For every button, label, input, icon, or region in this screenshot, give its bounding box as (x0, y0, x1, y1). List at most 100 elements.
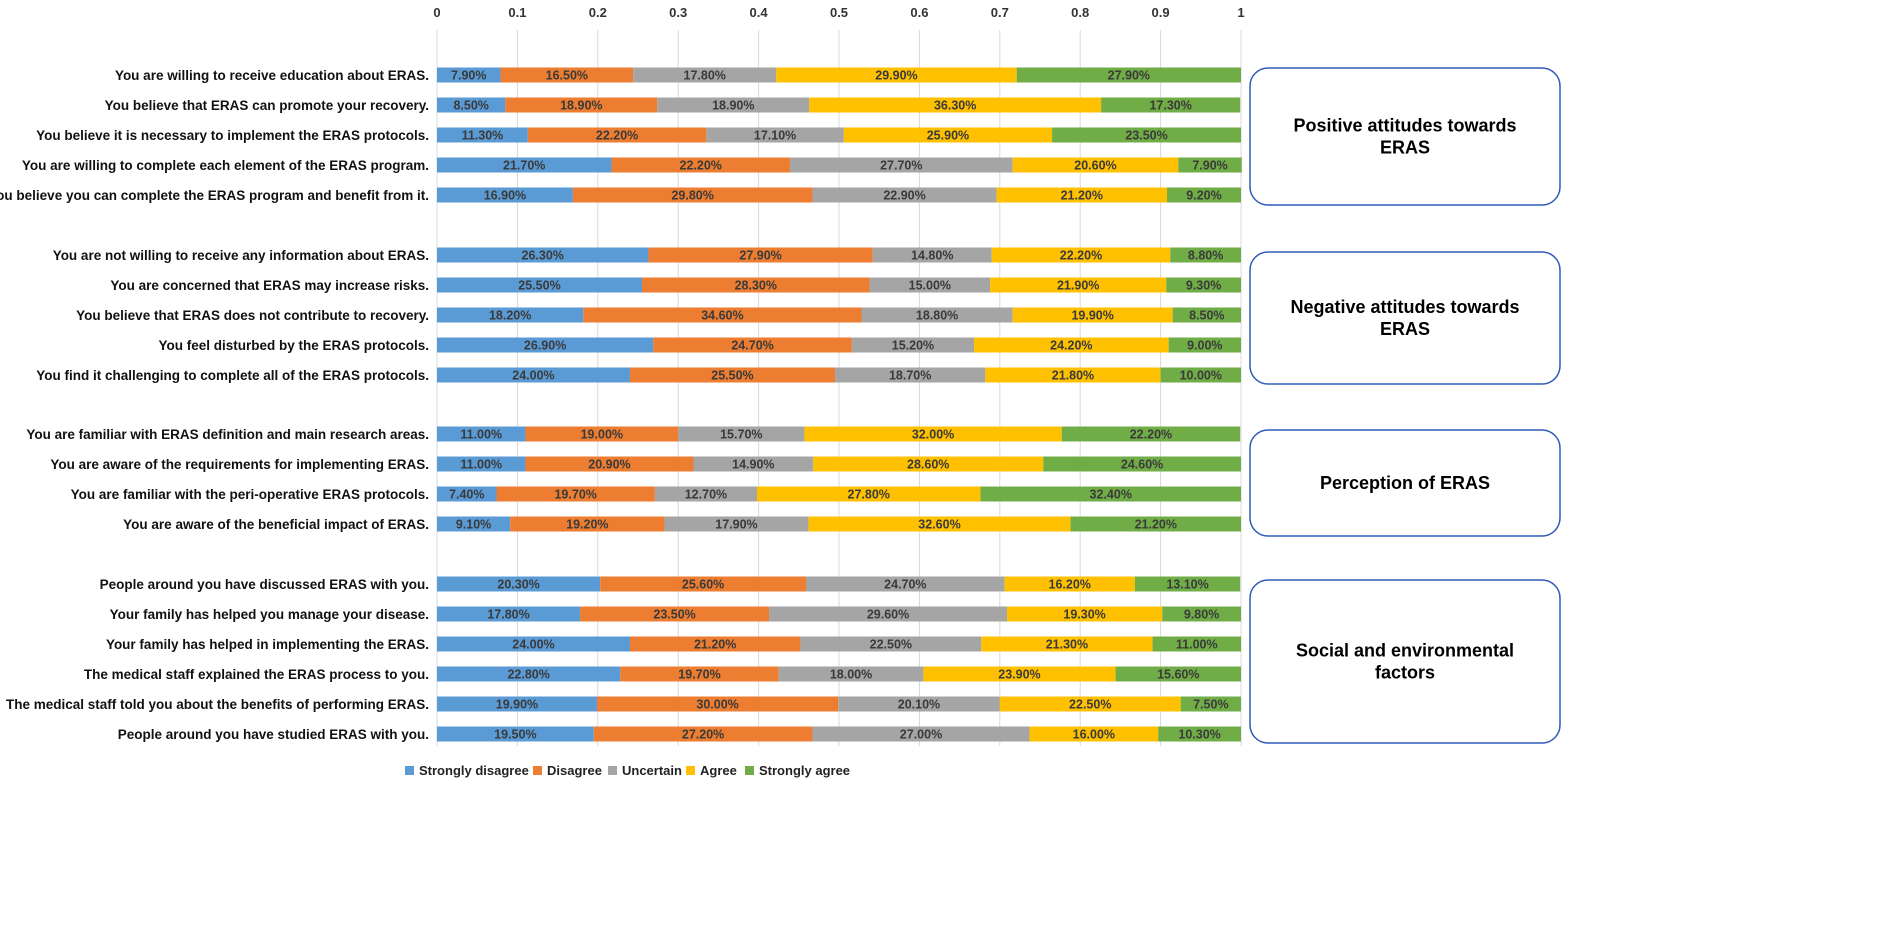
legend-label: Agree (700, 763, 737, 778)
data-label: 23.50% (653, 608, 695, 622)
bar-segment-agree (843, 127, 1053, 143)
bar-segment-strongly-agree (1168, 337, 1241, 353)
data-label: 36.30% (934, 99, 976, 113)
bar-segment-uncertain (789, 157, 1013, 173)
data-label: 15.70% (720, 428, 762, 442)
data-label: 11.30% (462, 129, 504, 143)
bar-segment-disagree (611, 157, 790, 173)
data-label: 8.50% (1189, 309, 1224, 323)
data-label: 20.10% (898, 698, 940, 712)
data-label: 9.00% (1187, 339, 1222, 353)
data-label: 34.60% (701, 309, 743, 323)
bar-segment-strongly-disagree (437, 127, 528, 143)
data-label: 21.20% (1061, 189, 1103, 203)
row-label: People around you have discussed ERAS wi… (100, 577, 429, 592)
data-label: 14.80% (911, 249, 953, 263)
data-label: 19.90% (496, 698, 538, 712)
bar-segment-strongly-agree (1152, 636, 1241, 652)
bar-segment-strongly-disagree (437, 97, 506, 113)
bar-segment-disagree (648, 247, 873, 263)
data-label: 22.20% (1060, 249, 1102, 263)
bar-segment-disagree (653, 337, 852, 353)
bar-segment-agree (776, 67, 1017, 83)
bar-segment-agree (985, 367, 1161, 383)
data-label: 22.20% (596, 129, 638, 143)
data-label: 27.80% (848, 488, 890, 502)
data-label: 18.90% (712, 99, 754, 113)
row-label: You are concerned that ERAS may increase… (110, 278, 429, 293)
data-label: 11.00% (1176, 638, 1218, 652)
group-box (1249, 429, 1561, 537)
bar-segment-disagree (525, 456, 694, 472)
legend-label: Disagree (547, 763, 602, 778)
legend-label: Strongly disagree (419, 763, 529, 778)
bar-segment-uncertain (812, 187, 997, 203)
bar-segment-strongly-disagree (437, 307, 584, 323)
legend-label: Uncertain (622, 763, 682, 778)
bar-segment-strongly-agree (1061, 426, 1241, 442)
data-label: 15.00% (909, 279, 951, 293)
bar-segment-disagree (629, 636, 801, 652)
bar-segment-agree (1004, 576, 1135, 592)
bar-segment-strongly-agree (1052, 127, 1241, 143)
group-title: Positive attitudes towards ERAS (1293, 116, 1516, 158)
row-label: The medical staff told you about the ben… (6, 697, 429, 712)
data-label: 15.60% (1157, 668, 1199, 682)
bar-segment-uncertain (706, 127, 844, 143)
data-label: 21.70% (503, 159, 545, 173)
data-label: 32.40% (1090, 488, 1132, 502)
data-label: 12.70% (685, 488, 727, 502)
bar-segment-uncertain (664, 516, 809, 532)
bar-segment-uncertain (872, 247, 992, 263)
bar-segment-strongly-disagree (437, 157, 612, 173)
group-box (1249, 67, 1561, 206)
bar-segment-uncertain (851, 337, 975, 353)
legend-swatch (745, 766, 754, 775)
bar-segment-strongly-disagree (437, 636, 630, 652)
data-label: 22.20% (680, 159, 722, 173)
data-label: 24.70% (731, 339, 773, 353)
data-label: 9.10% (456, 518, 491, 532)
bar-segment-strongly-disagree (437, 696, 597, 712)
bar-segment-disagree (596, 696, 839, 712)
bar-segment-uncertain (769, 606, 1008, 622)
data-label: 20.30% (497, 578, 539, 592)
group-title: Perception of ERAS (1320, 473, 1490, 493)
bar-segment-disagree (572, 187, 813, 203)
row-label: You believe it is necessary to implement… (36, 128, 429, 143)
bar-segment-strongly-disagree (437, 426, 526, 442)
bar-segment-uncertain (806, 576, 1005, 592)
row-label: You believe that ERAS can promote your r… (105, 98, 429, 113)
bar-segment-strongly-agree (1101, 97, 1241, 113)
row-label: You are aware of the requirements for im… (50, 457, 429, 472)
bar-segment-strongly-disagree (437, 456, 526, 472)
bar-segment-strongly-agree (1166, 277, 1241, 293)
data-label: 18.90% (560, 99, 602, 113)
data-label: 16.20% (1049, 578, 1091, 592)
data-label: 7.40% (449, 488, 484, 502)
bar-segment-disagree (620, 666, 779, 682)
data-label: 14.90% (732, 458, 774, 472)
data-label: 21.30% (1046, 638, 1088, 652)
group-box (1249, 251, 1561, 385)
data-label: 18.70% (889, 369, 931, 383)
group-title: Social and environmental factors (1296, 641, 1514, 683)
bar-segment-strongly-disagree (437, 247, 649, 263)
bar-segment-disagree (600, 576, 807, 592)
x-tick-label: 0.9 (1152, 5, 1170, 20)
data-label: 29.80% (671, 189, 713, 203)
bar-segment-strongly-agree (1180, 696, 1241, 712)
bar-segment-uncertain (654, 486, 757, 502)
row-label: The medical staff explained the ERAS pro… (84, 667, 429, 682)
x-tick-label: 0.5 (830, 5, 848, 20)
data-label: 11.00% (460, 458, 502, 472)
bar-segment-disagree (527, 127, 707, 143)
bar-segment-uncertain (657, 97, 810, 113)
bar-segment-agree (923, 666, 1116, 682)
data-label: 32.60% (918, 518, 960, 532)
bar-segment-uncertain (678, 426, 805, 442)
data-label: 26.30% (522, 249, 564, 263)
data-label: 10.30% (1178, 728, 1220, 742)
bar-segment-uncertain (800, 636, 982, 652)
data-label: 27.90% (1108, 69, 1150, 83)
